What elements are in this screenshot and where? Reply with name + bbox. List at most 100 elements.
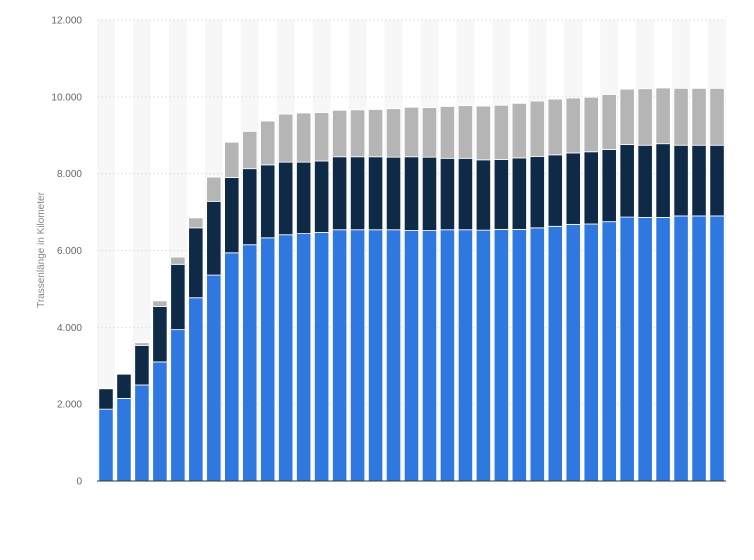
- bar-segment-2: [421, 156, 438, 231]
- bar-segment-1: [493, 228, 509, 482]
- y-tick-label: 6.000: [57, 246, 82, 257]
- bar-segment-2: [493, 159, 509, 230]
- bar-segment-1: [511, 228, 527, 482]
- bar-segment-3: [349, 109, 366, 158]
- bar-segment-3: [385, 108, 402, 158]
- bar-segment-1: [296, 233, 312, 482]
- bar-segment-2: [655, 143, 671, 218]
- bar-segment-1: [385, 229, 402, 482]
- bar-segment-1: [529, 227, 545, 482]
- bar-segment-1: [619, 216, 635, 482]
- bar-segment-1: [439, 229, 456, 482]
- bar-segment-2: [529, 155, 545, 229]
- bar-segment-3: [583, 96, 599, 153]
- bar-segment-2: [224, 177, 240, 254]
- bar-segment-2: [583, 151, 599, 225]
- y-tick-label: 10.000: [51, 92, 82, 103]
- bar-segment-1: [475, 229, 491, 482]
- y-tick-label: 2.000: [57, 400, 82, 411]
- bar-segment-3: [547, 98, 563, 156]
- y-tick-label: 8.000: [57, 169, 82, 180]
- bar-segment-3: [278, 113, 294, 163]
- bar-segment-1: [673, 215, 689, 482]
- bar-segment-3: [565, 97, 581, 154]
- bar-segment-2: [637, 144, 653, 218]
- bar-segment-3: [493, 104, 509, 160]
- bar-segment-2: [367, 156, 384, 231]
- bar-segment-2: [439, 157, 456, 231]
- bar-segment-2: [511, 157, 527, 230]
- bar-segment-3: [637, 88, 653, 146]
- y-axis-title: Trassenlänge in Kilometer: [36, 191, 47, 307]
- bar-segment-2: [170, 263, 186, 331]
- bar-segment-1: [421, 230, 438, 482]
- bar-segment-2: [134, 344, 150, 386]
- y-tick-labels: 0 2.000 4.000 6.000 8.000 10.000 12.000: [51, 16, 82, 488]
- bar-segment-2: [188, 227, 204, 299]
- bar-segment-2: [691, 144, 707, 217]
- bar-segment-1: [367, 229, 384, 482]
- bar-segment-2: [601, 149, 617, 223]
- bar-segment-3: [529, 100, 545, 157]
- y-tick-label: 0: [76, 477, 82, 488]
- y-tick-label: 12.000: [51, 16, 82, 27]
- bar-segment-3: [242, 131, 258, 170]
- bar-segment-1: [188, 297, 204, 482]
- bar-segment-3: [314, 112, 330, 162]
- bar-segment-3: [134, 342, 150, 346]
- bar-segment-2: [385, 156, 402, 231]
- bar-segment-1: [278, 234, 294, 482]
- bar-segment-3: [691, 87, 707, 146]
- bar-segment-1: [565, 223, 581, 482]
- bar-segment-3: [601, 94, 617, 150]
- bar-segment-1: [116, 397, 132, 482]
- bar-segment-3: [709, 87, 725, 146]
- bar-segment-2: [547, 154, 563, 227]
- bar-segment-1: [332, 229, 348, 482]
- bar-segment-1: [583, 223, 599, 482]
- bar-segment-2: [98, 388, 114, 410]
- bar-segment-3: [206, 176, 222, 202]
- bar-segment-1: [637, 217, 653, 482]
- bar-segment-2: [619, 144, 635, 218]
- bar-segment-1: [170, 329, 186, 482]
- bar-segment-1: [655, 217, 671, 482]
- y-tick-label: 4.000: [57, 323, 82, 334]
- bar-segment-1: [457, 229, 474, 482]
- bar-segment-2: [206, 200, 222, 276]
- bar-segment-2: [242, 168, 258, 246]
- bar-segment-1: [98, 408, 114, 482]
- bar-segment-1: [134, 384, 150, 482]
- bar-segment-3: [367, 109, 384, 158]
- bar-segment-1: [260, 237, 276, 482]
- bar-segment-2: [349, 156, 366, 231]
- bar-segment-1: [547, 225, 563, 482]
- bar-segment-2: [296, 161, 312, 234]
- bar-segment-3: [475, 105, 491, 161]
- bar-segment-1: [242, 244, 258, 482]
- bar-segment-1: [709, 215, 725, 482]
- bar-segment-2: [152, 306, 168, 363]
- bar-segment-1: [206, 274, 222, 482]
- bar-segment-3: [296, 112, 312, 163]
- bar-segment-3: [188, 217, 204, 229]
- bar-segment-3: [224, 141, 240, 178]
- bar-segment-1: [601, 221, 617, 482]
- bar-segment-1: [314, 232, 330, 482]
- bar-segment-2: [565, 152, 581, 225]
- bar-segment-2: [116, 373, 132, 399]
- bar-segment-3: [332, 109, 348, 158]
- bar-segment-3: [511, 102, 527, 159]
- bar-segment-3: [439, 106, 456, 159]
- bar-segment-2: [709, 144, 725, 217]
- bar-segment-2: [332, 156, 348, 231]
- bar-segment-3: [170, 256, 186, 265]
- bar-segment-1: [224, 252, 240, 482]
- bar-segment-1: [152, 361, 168, 482]
- bars: [98, 87, 725, 482]
- bar-segment-2: [278, 161, 294, 236]
- bar-segment-3: [152, 300, 168, 307]
- bar-segment-2: [403, 156, 420, 231]
- bar-segment-3: [655, 87, 671, 145]
